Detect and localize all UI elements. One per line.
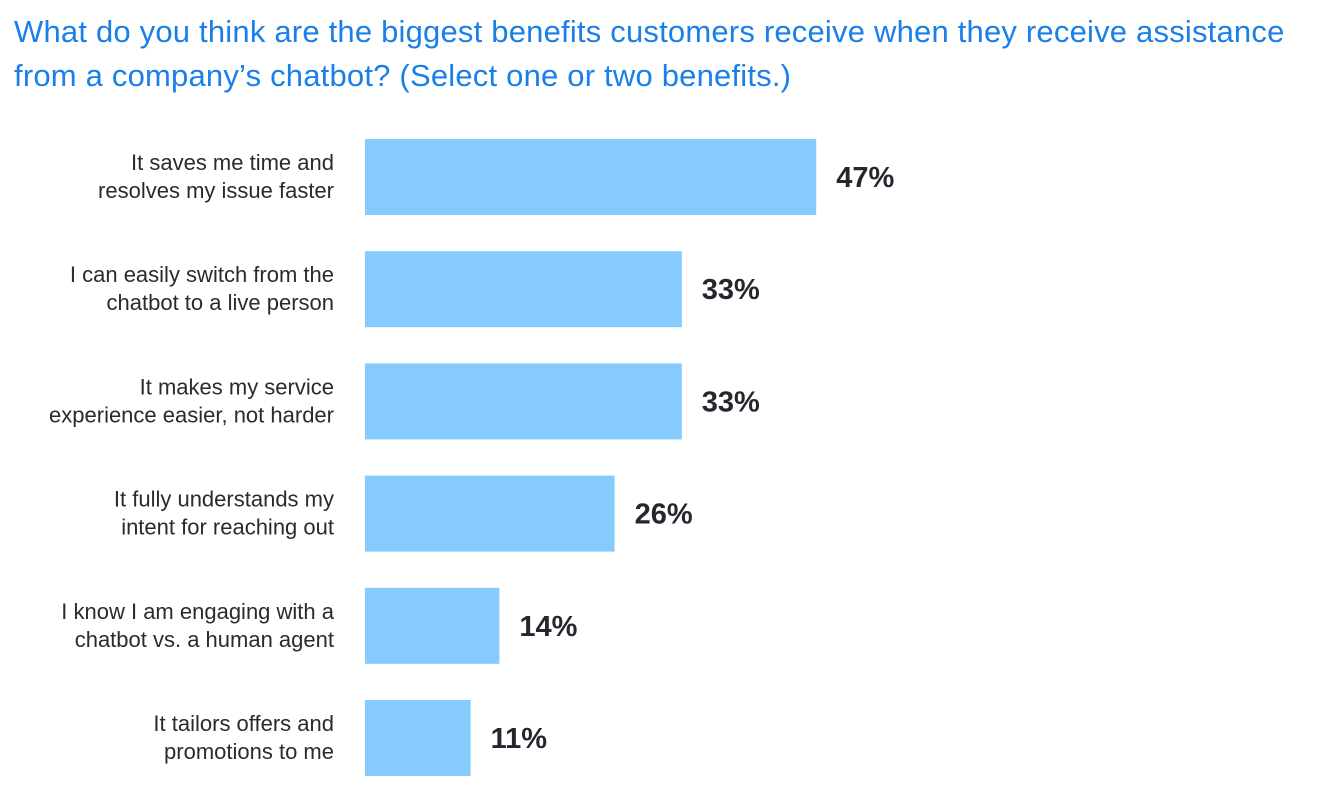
bar-5 xyxy=(365,587,500,664)
bar-6 xyxy=(365,700,471,776)
category-label-5: I know I am engaging with a chatbot vs. a… xyxy=(61,599,334,652)
value-label-6: 11% xyxy=(491,723,548,755)
category-label-1: It saves me time and resolves my issue fa… xyxy=(98,150,334,203)
category-label-4: It fully understands my intent for reachi… xyxy=(114,487,334,540)
value-label-5: 14% xyxy=(519,611,577,643)
category-label-3: It makes my service experience easier, no… xyxy=(49,374,334,427)
value-label-1: 47% xyxy=(836,162,894,194)
value-label-2: 33% xyxy=(702,274,760,306)
bar-3 xyxy=(365,363,682,440)
chart-title: What do you think are the biggest benefi… xyxy=(14,14,1285,93)
category-label-6: It tailors offers and promotions to me xyxy=(153,711,334,764)
bar-4 xyxy=(365,475,615,552)
category-label-2: I can easily switch from the chatbot to a… xyxy=(70,262,334,315)
value-label-4: 26% xyxy=(635,499,693,531)
bar-2 xyxy=(365,251,682,328)
value-label-3: 33% xyxy=(702,386,760,418)
bar-1 xyxy=(365,139,817,215)
